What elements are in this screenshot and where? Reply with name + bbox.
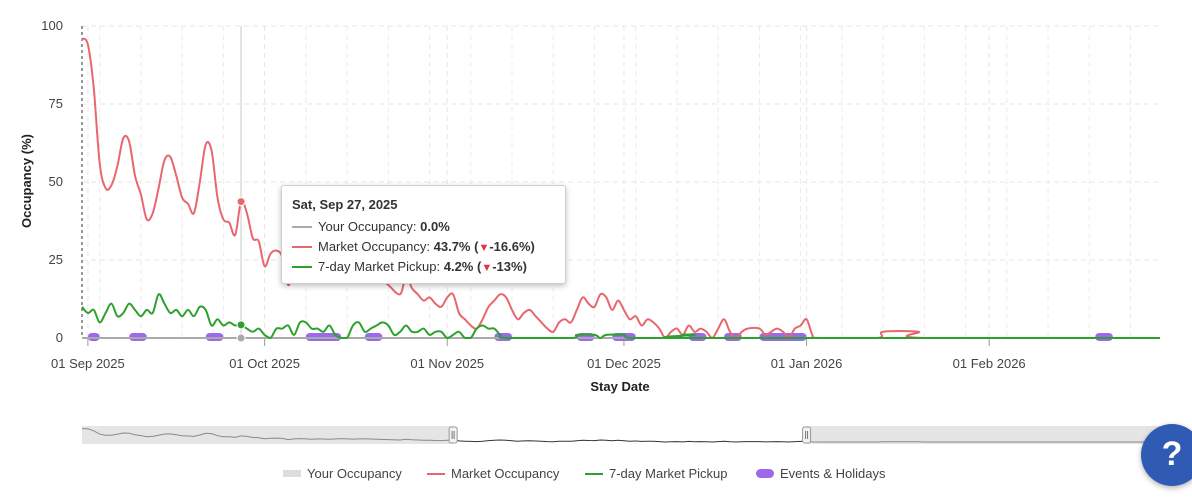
navigator-mask-right xyxy=(806,426,1160,444)
hover-point-your-occupancy xyxy=(236,333,246,343)
legend-label: Market Occupancy xyxy=(451,466,560,481)
y-axis-title: Occupancy (%) xyxy=(19,134,34,228)
legend-item-market-pickup[interactable]: 7-day Market Pickup xyxy=(585,466,728,481)
chart-legend: Your Occupancy Market Occupancy 7-day Ma… xyxy=(0,466,1192,484)
tooltip-swatch xyxy=(292,245,312,248)
x-axis-title: Stay Date xyxy=(590,379,649,394)
tooltip-label: 7-day Market Pickup: xyxy=(318,259,441,274)
legend-label: Your Occupancy xyxy=(307,466,402,481)
range-navigator[interactable] xyxy=(81,426,1160,444)
y-tick-label: 75 xyxy=(49,96,63,111)
tooltip-label: Your Occupancy: xyxy=(318,219,417,234)
y-tick-label: 100 xyxy=(41,18,63,33)
tooltip-swatch xyxy=(292,265,312,268)
grid xyxy=(81,25,1160,339)
down-triangle-icon: ▼ xyxy=(478,242,490,254)
hover-layer xyxy=(236,26,246,343)
y-axis-ticks: 0 25 50 75 100 xyxy=(41,18,63,345)
hover-tooltip: Sat, Sep 27, 2025 Your Occupancy: 0.0% M… xyxy=(281,185,566,284)
tooltip-swatch xyxy=(292,225,312,228)
y-tick-label: 0 xyxy=(56,330,63,345)
legend-label: Events & Holidays xyxy=(780,466,886,481)
legend-item-market-occupancy[interactable]: Market Occupancy xyxy=(427,466,559,481)
market-pickup-line[interactable] xyxy=(81,293,1160,340)
tooltip-row-market-occupancy: Market Occupancy: 43.7% (▼-16.6%) xyxy=(292,237,555,257)
x-tick-label: 01 Jan 2026 xyxy=(771,356,843,371)
y-tick-label: 25 xyxy=(49,252,63,267)
legend-label: 7-day Market Pickup xyxy=(609,466,728,481)
tooltip-label: Market Occupancy: xyxy=(318,239,430,254)
y-tick-label: 50 xyxy=(49,174,63,189)
legend-item-events[interactable]: Events & Holidays xyxy=(756,466,886,481)
legend-swatch-line xyxy=(585,472,603,475)
x-axis-ticks: 01 Sep 2025 01 Oct 2025 01 Nov 2025 01 Dec … xyxy=(51,338,1026,371)
x-tick-label: 01 Oct 2025 xyxy=(229,356,300,371)
help-button[interactable]: ? xyxy=(1141,424,1192,486)
navigator-handle-right[interactable] xyxy=(802,426,812,444)
legend-item-your-occupancy[interactable]: Your Occupancy xyxy=(283,466,402,481)
x-tick-label: 01 Feb 2026 xyxy=(953,356,1026,371)
tooltip-value: 4.2% (▼-13%) xyxy=(443,259,527,274)
hover-point-market-pickup xyxy=(236,320,246,330)
tooltip-date: Sat, Sep 27, 2025 xyxy=(292,197,398,212)
series-layer[interactable] xyxy=(81,37,1160,340)
tooltip-value: 0.0% xyxy=(420,219,450,234)
legend-swatch-line xyxy=(427,472,445,475)
tooltip-value: 43.7% (▼-16.6%) xyxy=(433,239,535,254)
question-icon: ? xyxy=(1161,435,1183,473)
tooltip-row-your-occupancy: Your Occupancy: 0.0% xyxy=(292,217,555,237)
navigator-mask-left xyxy=(82,426,454,444)
tooltip-row-market-pickup: 7-day Market Pickup: 4.2% (▼-13%) xyxy=(292,257,555,277)
x-tick-label: 01 Dec 2025 xyxy=(587,356,661,371)
down-triangle-icon: ▼ xyxy=(481,262,493,274)
hover-point-market-occupancy xyxy=(236,197,246,207)
legend-swatch-bar xyxy=(283,470,301,478)
navigator-handle-left[interactable] xyxy=(448,426,458,444)
market-occupancy-line[interactable] xyxy=(81,37,1160,339)
x-tick-label: 01 Sep 2025 xyxy=(51,356,125,371)
x-tick-label: 01 Nov 2025 xyxy=(410,356,484,371)
legend-swatch-pill xyxy=(756,469,774,479)
